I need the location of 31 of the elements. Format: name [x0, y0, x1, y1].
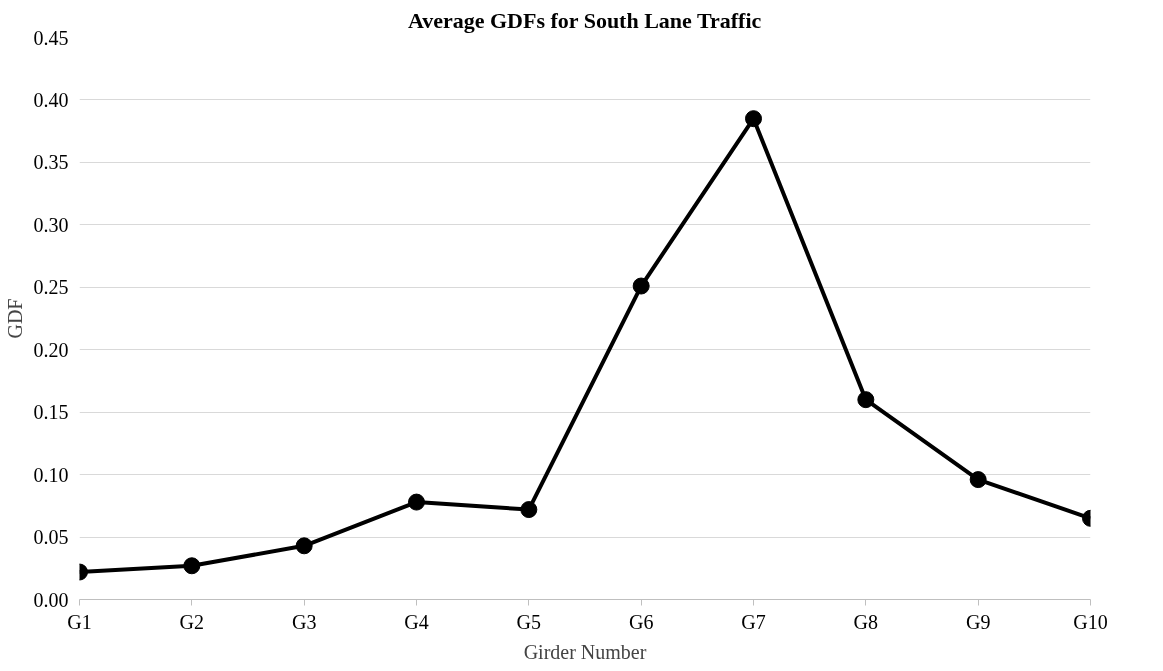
y-tick-label: 0.30 — [33, 213, 69, 236]
x-tick-label: G8 — [853, 610, 879, 633]
y-tick-label: 0.20 — [33, 338, 69, 361]
point — [520, 501, 538, 519]
point — [295, 537, 313, 555]
x-tick-label: G3 — [291, 610, 317, 633]
x-tick-label: G5 — [516, 610, 542, 633]
y-tick-label: 0.00 — [33, 588, 69, 611]
y-tick-label: 0.10 — [33, 463, 69, 486]
chart-title: Average GDFs for South Lane Traffic — [407, 7, 762, 33]
point — [969, 471, 987, 489]
point — [183, 557, 201, 575]
x-axis-title: Girder Number — [523, 640, 647, 663]
y-tick-label: 0.45 — [33, 26, 69, 49]
x-tick-label: G1 — [67, 610, 92, 633]
y-tick-label: 0.05 — [33, 526, 69, 549]
y-tick-label: 0.40 — [33, 88, 69, 111]
point — [408, 493, 425, 511]
x-tick-label: G7 — [741, 610, 766, 633]
x-tick-label: G9 — [965, 610, 991, 633]
x-tick-label: G6 — [628, 610, 654, 633]
point — [632, 277, 650, 295]
x-tick-label: G2 — [179, 610, 205, 633]
x-tick-label: G10 — [1073, 610, 1108, 633]
y-tick-label: 0.35 — [33, 151, 69, 174]
y-tick-label: 0.15 — [33, 401, 69, 424]
y-axis-title: GDF — [3, 298, 26, 339]
point — [745, 110, 762, 128]
y-tick-label: 0.25 — [33, 276, 69, 299]
point — [857, 391, 875, 409]
x-tick-label: G4 — [404, 610, 429, 633]
